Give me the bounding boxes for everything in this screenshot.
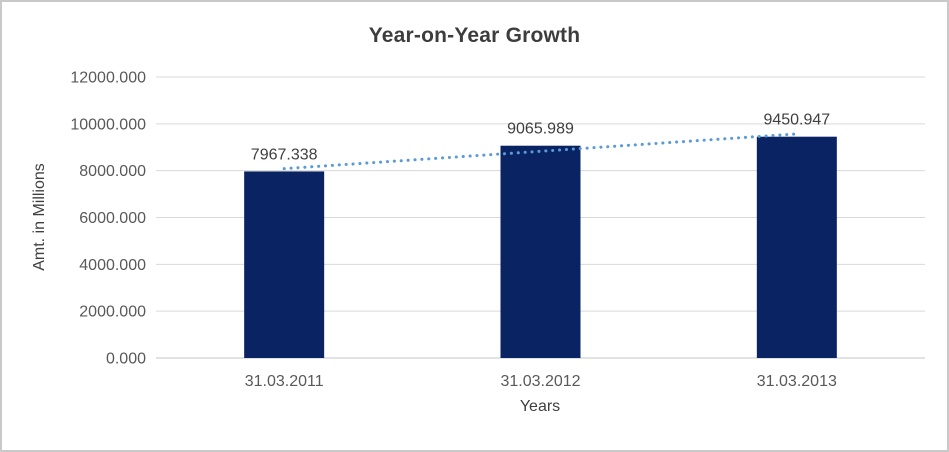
- x-tick-label: 31.03.2012: [500, 373, 580, 390]
- trendline: [282, 132, 799, 171]
- bar-data-label: 7967.338: [251, 146, 318, 163]
- x-axis-title: Years: [519, 398, 561, 415]
- x-tick-label: 31.03.2011: [245, 373, 324, 390]
- chart-title: Year-on-Year Growth: [368, 24, 581, 47]
- y-tick-label: 2000.000: [79, 304, 146, 321]
- y-axis-title: Amt. in Millions: [31, 163, 48, 271]
- y-tick-label: 10000.000: [70, 116, 146, 133]
- y-tick-label: 4000.000: [79, 257, 146, 274]
- y-tick-label: 0.000: [106, 351, 146, 368]
- y-tick-label: 6000.000: [79, 210, 146, 227]
- y-tick-label: 12000.000: [70, 70, 146, 87]
- bar-data-label: 9450.947: [763, 112, 830, 129]
- bar-data-label: 9065.989: [507, 121, 574, 138]
- x-tick-label: 31.03.2013: [757, 373, 837, 390]
- bar-31.03.2013: [756, 136, 837, 358]
- y-tick-label: 8000.000: [79, 163, 146, 180]
- bar-31.03.2011: [244, 171, 325, 358]
- bar-31.03.2012: [500, 145, 581, 358]
